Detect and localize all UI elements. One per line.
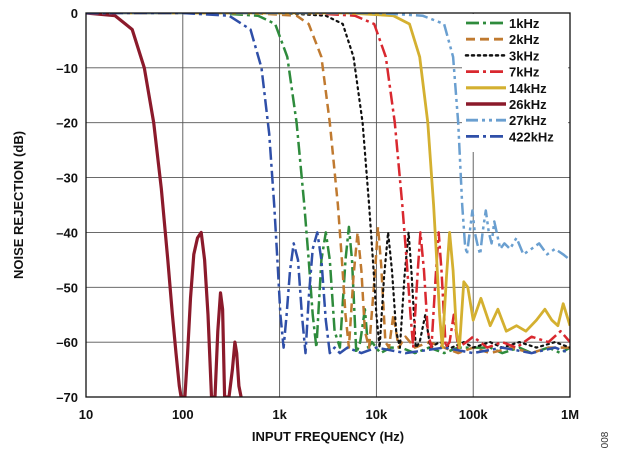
x-tick-label: 1M bbox=[561, 407, 579, 422]
series-layer bbox=[86, 13, 570, 397]
x-tick-label: 10 bbox=[79, 407, 93, 422]
series-line-14khz bbox=[86, 13, 570, 349]
series-line-2khz bbox=[86, 13, 570, 355]
legend-label-1khz: 1kHz bbox=[509, 16, 540, 31]
x-axis-label: INPUT FREQUENCY (Hz) bbox=[252, 429, 404, 444]
legend-label-27khz: 27kHz bbox=[509, 113, 547, 128]
y-tick-label: –50 bbox=[56, 280, 78, 295]
y-tick-label: –30 bbox=[56, 171, 78, 186]
legend-box bbox=[462, 14, 568, 152]
x-tick-label: 100k bbox=[459, 407, 489, 422]
series-line-3khz bbox=[86, 13, 570, 349]
x-tick-label: 1k bbox=[272, 407, 287, 422]
series-line-7khz bbox=[86, 13, 570, 349]
x-tick-label: 10k bbox=[366, 407, 388, 422]
y-tick-label: 0 bbox=[71, 6, 78, 21]
y-tick-label: –20 bbox=[56, 116, 78, 131]
x-tick-label: 100 bbox=[172, 407, 194, 422]
legend-label-2khz: 2kHz bbox=[509, 32, 540, 47]
x-tick-labels: 10 100 1k 10k 100k 1M bbox=[79, 407, 579, 422]
y-tick-labels: 0 –10 –20 –30 –40 –50 –60 –70 bbox=[56, 6, 78, 405]
y-tick-label: –70 bbox=[56, 390, 78, 405]
series-line-27khz bbox=[86, 13, 570, 261]
series-line-422khz bbox=[86, 13, 570, 355]
y-tick-label: –60 bbox=[56, 335, 78, 350]
legend-label-14khz: 14kHz bbox=[509, 81, 547, 96]
y-axis-label: NOISE REJECTION (dB) bbox=[11, 131, 26, 279]
legend-label-422khz: 422kHz bbox=[509, 129, 554, 144]
plot-frame bbox=[85, 12, 571, 398]
legend-label-26khz: 26kHz bbox=[509, 97, 547, 112]
series-line-1khz bbox=[86, 13, 570, 355]
legend-label-3khz: 3kHz bbox=[509, 48, 540, 63]
series-line-26khz bbox=[86, 13, 243, 397]
legend-label-7khz: 7kHz bbox=[509, 65, 540, 80]
y-tick-label: –40 bbox=[56, 225, 78, 240]
y-tick-label: –10 bbox=[56, 61, 78, 76]
figure-id: 008 bbox=[600, 431, 611, 448]
